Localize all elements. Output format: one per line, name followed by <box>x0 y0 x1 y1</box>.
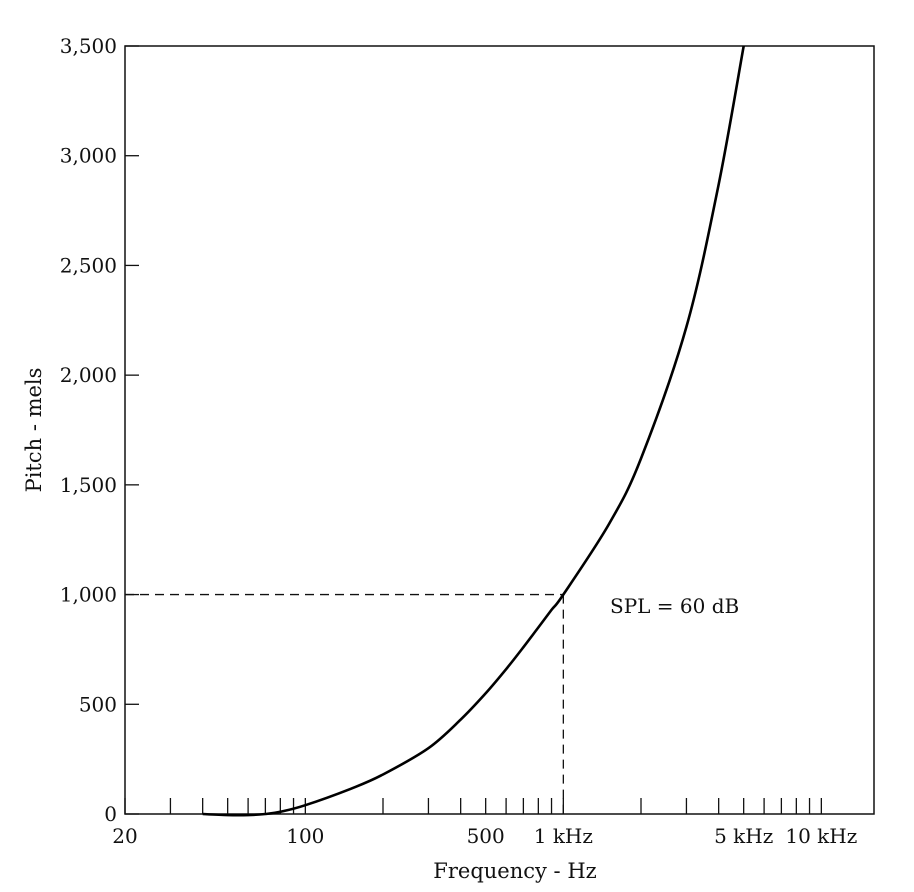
pitch-curve <box>202 45 745 817</box>
x-tick-label-20: 20 <box>112 824 137 848</box>
y-axis-ticks: 0 500 1,000 1,500 2,000 2,500 3,000 3,500 <box>60 34 139 826</box>
x-tick-label-1-khz: 1 kHz <box>534 824 593 848</box>
y-tick-label-3-000: 3,000 <box>60 144 117 168</box>
y-tick-label-0: 0 <box>104 802 117 826</box>
x-tick-label-100: 100 <box>286 824 324 848</box>
reference-lines <box>125 593 564 814</box>
x-tick-label-5-khz: 5 kHz <box>714 824 773 848</box>
y-tick-label-1-500: 1,500 <box>60 473 117 497</box>
x-axis-tick-labels: 20 100 500 1 kHz 5 kHz 10 kHz <box>112 824 857 848</box>
y-tick-label-1-000: 1,000 <box>60 583 117 607</box>
y-tick-label-2-500: 2,500 <box>60 253 117 277</box>
plot-frame <box>124 45 875 815</box>
annotation-spl: SPL = 60 dB <box>610 594 739 618</box>
x-tick-label-10-khz: 10 kHz <box>785 824 857 848</box>
x-axis-ticks <box>124 798 822 814</box>
x-tick-label-500: 500 <box>467 824 505 848</box>
y-axis-title: Pitch - mels <box>22 368 46 493</box>
y-tick-label-500: 500 <box>79 692 117 716</box>
x-axis-title: Frequency - Hz <box>433 859 596 883</box>
y-tick-label-3-500: 3,500 <box>60 34 117 58</box>
y-tick-label-2-000: 2,000 <box>60 363 117 387</box>
